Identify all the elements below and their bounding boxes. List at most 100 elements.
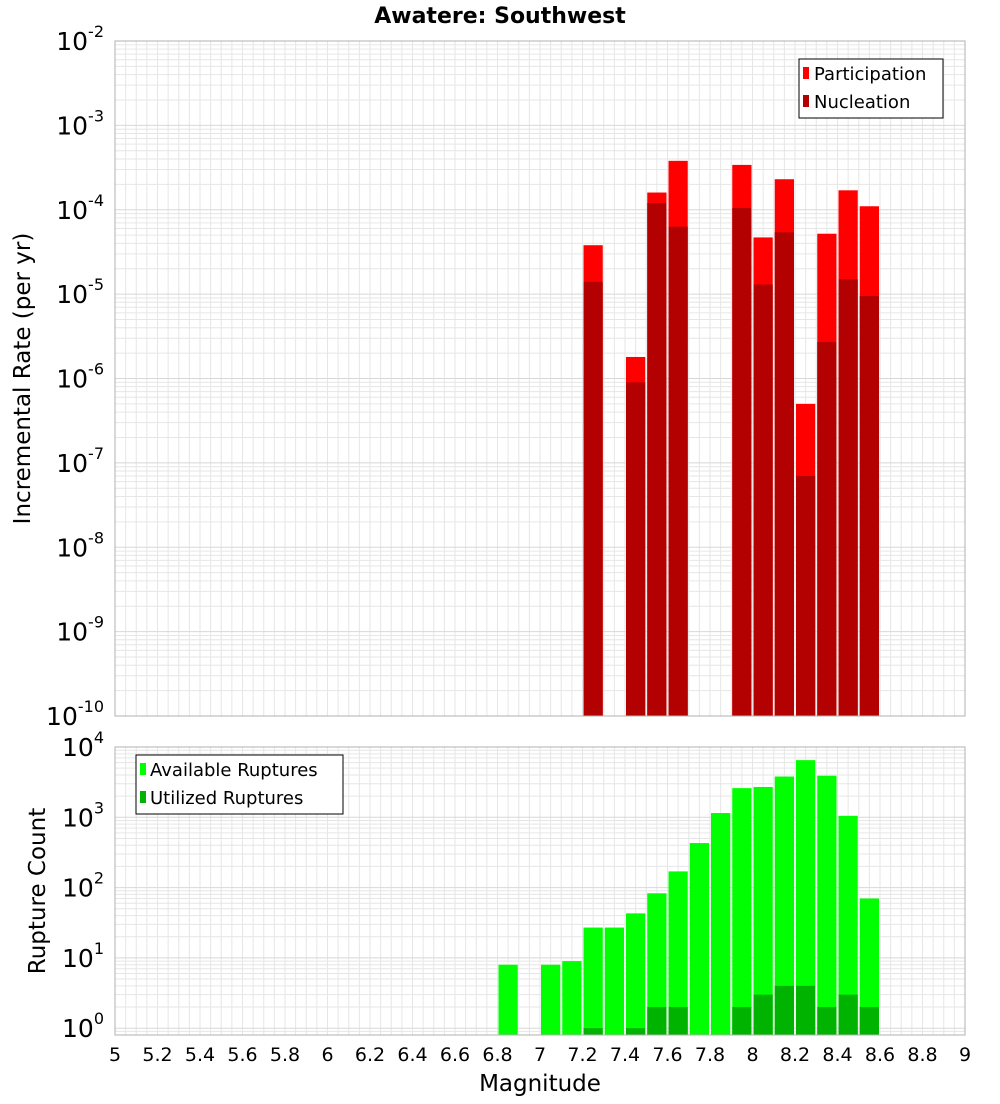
y-tick-base: 10 — [46, 702, 78, 731]
bar-available — [817, 775, 837, 1035]
x-tick-label: 6 — [321, 1044, 333, 1066]
bar-available — [583, 927, 603, 1035]
y-tick-label: 100 — [62, 1009, 104, 1043]
bar-available — [498, 964, 518, 1035]
y-tick-exponent: -8 — [88, 528, 104, 547]
bar-available — [796, 760, 816, 1035]
y-tick-label: 103 — [62, 798, 104, 832]
bar-utilized — [859, 1007, 879, 1035]
x-tick-label: 7.6 — [652, 1044, 682, 1066]
plot-frame — [114, 40, 966, 717]
bar-available — [732, 788, 752, 1035]
bar-available — [711, 813, 731, 1035]
x-tick-label: 8.4 — [822, 1044, 852, 1066]
bar-nucleation — [774, 232, 794, 716]
bar-utilized — [732, 1007, 752, 1035]
bar-available — [753, 786, 773, 1035]
x-tick-label: 8 — [746, 1044, 758, 1066]
y-tick-base: 10 — [56, 111, 88, 140]
x-tick-label: 5.8 — [270, 1044, 300, 1066]
bar-available — [859, 898, 879, 1035]
y-tick-label: 101 — [62, 939, 104, 973]
y-tick-exponent: -7 — [88, 444, 104, 463]
bar-nucleation — [796, 475, 816, 716]
bar-utilized — [668, 1007, 688, 1035]
y-tick-base: 10 — [62, 733, 94, 762]
bar-nucleation — [668, 226, 688, 716]
y-tick-base: 10 — [56, 533, 88, 562]
y-tick-base: 10 — [62, 874, 94, 903]
chart-title: Awatere: Southwest — [374, 4, 626, 29]
legend-label-available: Available Ruptures — [150, 760, 318, 781]
y-tick-label: 10-5 — [56, 275, 104, 309]
y-tick-base: 10 — [62, 944, 94, 973]
legend-label-utilized: Utilized Ruptures — [150, 788, 303, 809]
y-tick-label: 104 — [62, 728, 104, 762]
x-tick-label: 6.4 — [397, 1044, 427, 1066]
bar-available — [541, 964, 561, 1035]
x-tick-label: 5.4 — [185, 1044, 215, 1066]
x-tick-label: 5.6 — [227, 1044, 257, 1066]
x-axis-label: Magnitude — [479, 1071, 601, 1097]
bar-available — [668, 871, 688, 1035]
panel-1: 10-1010-910-810-710-610-510-410-310-2Inc… — [10, 22, 966, 731]
bar-utilized — [626, 1028, 646, 1035]
y-tick-base: 10 — [56, 196, 88, 225]
y-tick-exponent: 2 — [94, 869, 104, 888]
y-axis-label: Rupture Count — [25, 808, 51, 974]
x-tick-label: 6.8 — [482, 1044, 512, 1066]
x-tick-label: 6.2 — [355, 1044, 385, 1066]
y-tick-base: 10 — [56, 618, 88, 647]
bar-utilized — [796, 985, 816, 1035]
y-axis-label: Incremental Rate (per yr) — [10, 233, 36, 525]
bar-nucleation — [583, 281, 603, 716]
legend-swatch-available — [140, 763, 146, 775]
y-tick-label: 10-2 — [56, 22, 104, 56]
bar-available — [604, 927, 624, 1035]
bar-nucleation — [732, 207, 752, 716]
bar-available — [774, 776, 794, 1035]
y-tick-base: 10 — [56, 280, 88, 309]
y-tick-exponent: 0 — [94, 1009, 104, 1028]
legend: Available Ruptures Utilized Ruptures — [135, 754, 344, 815]
y-tick-exponent: 1 — [94, 939, 104, 958]
x-tick-label: 7.8 — [695, 1044, 725, 1066]
x-tick-label: 8.6 — [865, 1044, 895, 1066]
bar-nucleation — [626, 382, 646, 716]
legend-swatch-utilized — [140, 791, 146, 803]
y-tick-exponent: -6 — [88, 360, 104, 379]
plot-frame — [114, 746, 966, 1036]
legend-swatch-participation — [803, 67, 809, 79]
bar-utilized — [774, 985, 794, 1035]
bar-available — [689, 843, 709, 1035]
y-tick-exponent: -4 — [88, 191, 104, 210]
x-tick-label: 8.8 — [907, 1044, 937, 1066]
y-tick-base: 10 — [56, 449, 88, 478]
y-tick-label: 10-10 — [46, 697, 104, 731]
y-tick-exponent: -9 — [88, 613, 104, 632]
y-tick-label: 10-7 — [56, 444, 104, 478]
y-tick-label: 10-4 — [56, 191, 104, 225]
y-tick-label: 10-9 — [56, 613, 104, 647]
bar-nucleation — [753, 284, 773, 716]
y-tick-exponent: -3 — [88, 106, 104, 125]
y-tick-base: 10 — [62, 1014, 94, 1043]
legend-swatch-nucleation — [803, 95, 809, 107]
x-tick-label: 7.4 — [610, 1044, 640, 1066]
y-tick-label: 10-6 — [56, 360, 104, 394]
y-tick-label: 10-8 — [56, 528, 104, 562]
bar-available — [562, 961, 582, 1035]
legend-label-nucleation: Nucleation — [814, 92, 910, 113]
x-tick-label: 7.2 — [567, 1044, 597, 1066]
y-tick-exponent: 4 — [94, 728, 104, 747]
x-tick-label: 9 — [959, 1044, 971, 1066]
y-tick-exponent: -5 — [88, 275, 104, 294]
legend-label-participation: Participation — [814, 64, 926, 85]
bar-nucleation — [838, 279, 858, 716]
x-tick-label: 5.2 — [142, 1044, 172, 1066]
bar-available — [647, 893, 667, 1035]
y-tick-exponent: 3 — [94, 798, 104, 817]
